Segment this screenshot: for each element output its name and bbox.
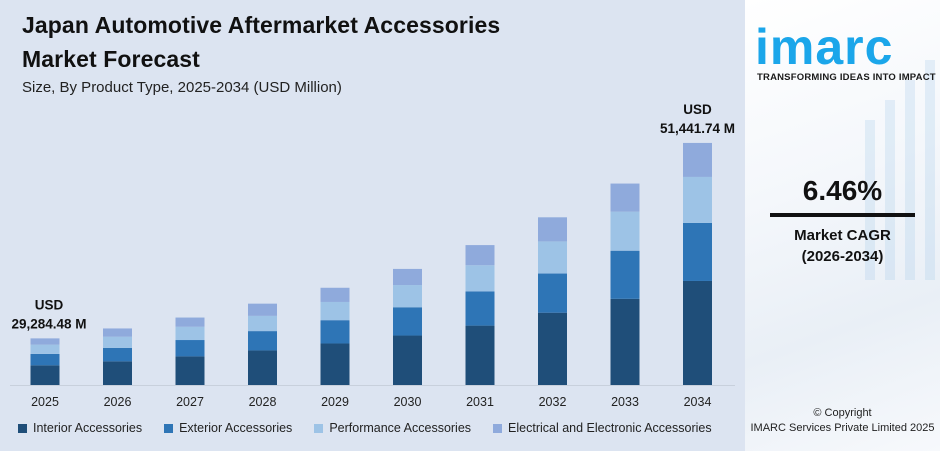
bar-segment-2028-3 xyxy=(248,315,277,332)
x-tick-label: 2028 xyxy=(249,395,277,409)
bar-segment-2033-4 xyxy=(610,183,640,212)
cagr-period: (2026-2034) xyxy=(801,248,884,265)
chart-legend: Interior Accessories Exterior Accessories… xyxy=(18,421,734,435)
bar-segment-2031-1 xyxy=(465,325,495,385)
bar-segment-2029-4 xyxy=(320,287,350,302)
x-tick-label: 2025 xyxy=(31,395,59,409)
bar-segment-2026-3 xyxy=(103,336,132,348)
legend-item: Exterior Accessories xyxy=(164,421,292,435)
bar-segment-2032-1 xyxy=(538,312,567,385)
total-label-value: 51,441.74 M xyxy=(660,121,735,136)
bar-segment-2030-1 xyxy=(393,335,422,385)
bar-segment-2030-4 xyxy=(393,268,422,286)
bar-segment-2033-1 xyxy=(610,298,640,385)
chart-title-line1: Japan Automotive Aftermarket Accessories xyxy=(22,12,501,38)
cagr-divider xyxy=(770,213,915,217)
bar-segment-2032-2 xyxy=(538,273,567,313)
bar-segment-2026-4 xyxy=(103,328,132,337)
bar-segment-2031-3 xyxy=(465,265,495,292)
legend-label: Electrical and Electronic Accessories xyxy=(508,421,712,435)
bar-segment-2027-4 xyxy=(175,317,205,327)
bar-segment-2025-1 xyxy=(30,365,60,385)
bar-segment-2028-1 xyxy=(248,350,277,385)
legend-label: Exterior Accessories xyxy=(179,421,293,435)
bar-segment-2034-3 xyxy=(683,176,712,223)
cagr-value: 6.46% xyxy=(802,175,883,206)
bar-segment-2027-1 xyxy=(175,356,205,385)
bar-segment-2028-4 xyxy=(248,303,277,316)
bar-segment-2029-1 xyxy=(320,343,350,385)
bar-segment-2026-2 xyxy=(103,347,132,362)
bar-segment-2030-2 xyxy=(393,307,422,336)
bar-segment-2025-2 xyxy=(30,353,60,366)
legend-swatch xyxy=(164,423,174,433)
x-tick-label: 2031 xyxy=(466,395,494,409)
legend-swatch xyxy=(18,423,27,433)
bar-segment-2031-2 xyxy=(465,291,495,326)
chart-subtitle: Size, By Product Type, 2025-2034 (USD Mi… xyxy=(22,79,342,96)
bar-segment-2029-2 xyxy=(320,320,350,344)
bar-segment-2027-3 xyxy=(175,326,205,341)
brand-tagline: TRANSFORMING IDEAS INTO IMPACT xyxy=(757,72,936,83)
chart-panel: Japan Automotive Aftermarket Accessories… xyxy=(10,12,736,435)
bar-segment-2032-4 xyxy=(538,217,567,242)
bar-segment-2027-2 xyxy=(175,340,205,357)
legend-label: Interior Accessories xyxy=(33,421,143,435)
stacked-bar-chart: 2025 USD 29,284.48 M 2026 2027 2028 2029 2030 20… xyxy=(10,102,735,409)
bar-segment-2030-3 xyxy=(393,285,422,308)
legend-item: Interior Accessories xyxy=(18,421,142,435)
legend-item: Performance Accessories xyxy=(314,421,471,435)
bar-segment-2033-3 xyxy=(610,211,640,251)
bar-segment-2034-1 xyxy=(683,280,712,385)
bar-segment-2028-2 xyxy=(248,331,277,351)
total-label-currency: USD xyxy=(35,297,64,312)
legend-swatch xyxy=(493,423,503,433)
bar-segment-2026-1 xyxy=(103,361,132,385)
legend-label: Performance Accessories xyxy=(329,421,472,435)
imarc-logo: imarc xyxy=(755,19,894,75)
x-tick-label: 2029 xyxy=(321,395,349,409)
x-tick-label: 2030 xyxy=(394,395,422,409)
legend-swatch xyxy=(314,423,324,433)
x-tick-label: 2033 xyxy=(611,395,639,409)
copyright-company: IMARC Services Private Limited 2025 xyxy=(750,422,935,434)
bar-segment-2025-3 xyxy=(30,344,60,354)
bar-segment-2029-3 xyxy=(320,301,350,321)
x-tick-label: 2032 xyxy=(539,395,567,409)
bar-segment-2032-3 xyxy=(538,241,567,274)
x-tick-label: 2026 xyxy=(104,395,132,409)
cagr-label: Market CAGR xyxy=(794,227,891,244)
total-label-value: 29,284.48 M xyxy=(11,316,86,331)
bar-segment-2034-4 xyxy=(683,142,712,177)
chart-title-line2: Market Forecast xyxy=(22,46,200,72)
bar-segment-2033-2 xyxy=(610,250,640,299)
total-label-currency: USD xyxy=(683,102,712,117)
bar-segment-2025-4 xyxy=(30,338,60,345)
bar-segment-2034-2 xyxy=(683,222,712,281)
x-tick-label: 2034 xyxy=(684,395,712,409)
info-panel: imarc TRANSFORMING IDEAS INTO IMPACT 6.4… xyxy=(745,0,940,451)
legend-item: Electrical and Electronic Accessories xyxy=(493,421,712,435)
x-tick-label: 2027 xyxy=(176,395,204,409)
bar-segment-2031-4 xyxy=(465,245,495,266)
copyright-label: © Copyright xyxy=(813,407,872,419)
